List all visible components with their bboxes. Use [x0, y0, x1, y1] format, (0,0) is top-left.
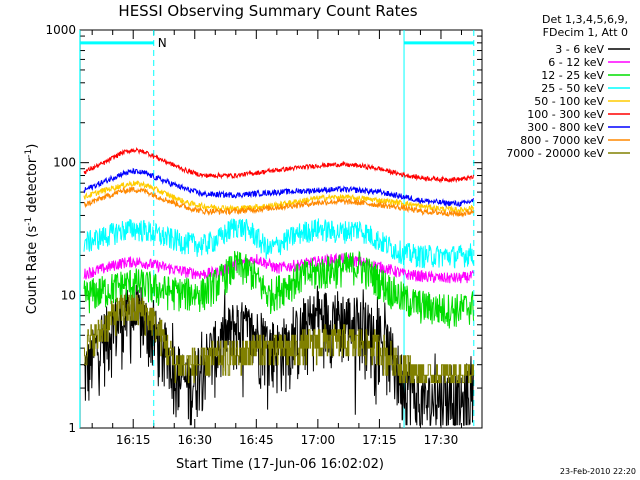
y-label-part1: Count Rate (s — [25, 226, 40, 315]
legend-label: 12 - 25 keV — [541, 69, 604, 82]
legend-label: 800 - 7000 keV — [520, 134, 604, 147]
y-tick-label: 10 — [61, 288, 76, 302]
y-tick-label: 1 — [68, 421, 76, 435]
series-line-1 — [83, 252, 474, 284]
legend-label: 3 - 6 keV — [555, 43, 604, 56]
y-label-sup2: -1 — [24, 149, 34, 158]
y-tick-label: 1000 — [45, 23, 76, 37]
x-tick-label: 17:00 — [301, 433, 336, 447]
legend-label: 100 - 300 keV — [527, 108, 604, 121]
x-axis-label: Start Time (17-Jun-06 16:02:02) — [176, 457, 384, 472]
timestamp: 23-Feb-2010 22:20 — [560, 467, 636, 476]
legend-header-line: Det 1,3,4,5,6,9, — [542, 13, 628, 26]
legend-label: 50 - 100 keV — [534, 95, 604, 108]
y-label-part3: ) — [25, 144, 40, 149]
night-label: N — [158, 36, 167, 50]
x-axis-ticks: 16:15 16:30 16:45 17:00 17:15 17:30 — [91, 30, 483, 447]
series-line-3 — [83, 217, 474, 269]
y-label-part2: detector — [25, 157, 40, 217]
y-axis-label: Count Rate (s-1 detector-1) — [24, 144, 40, 315]
legend-label: 25 - 50 keV — [541, 82, 604, 95]
series-line-2 — [83, 250, 474, 329]
chart-title: HESSI Observing Summary Count Rates — [118, 2, 417, 20]
legend-header-line: FDecim 1, Att 0 — [543, 26, 628, 39]
legend-label: 300 - 800 keV — [527, 121, 604, 134]
y-label-sup1: -1 — [24, 217, 34, 226]
y-axis-ticks: 1 10 100 1000 — [45, 23, 482, 435]
x-tick-label: 16:30 — [177, 433, 212, 447]
legend-label: 7000 - 20000 keV — [506, 147, 604, 160]
series-line-8 — [84, 294, 474, 384]
x-tick-label: 17:15 — [362, 433, 397, 447]
series-line-5 — [83, 146, 474, 184]
series-line-7 — [83, 186, 474, 218]
y-tick-label: 100 — [53, 156, 76, 170]
series-line-6 — [83, 167, 474, 208]
x-tick-label: 17:30 — [424, 433, 459, 447]
series-lines — [83, 146, 474, 426]
legend-label: 6 - 12 keV — [548, 56, 604, 69]
legend: Det 1,3,4,5,6,9,FDecim 1, Att 0 3 - 6 keV… — [506, 13, 630, 160]
x-tick-label: 16:15 — [116, 433, 151, 447]
x-tick-label: 16:45 — [239, 433, 274, 447]
series-line-4 — [83, 179, 474, 214]
